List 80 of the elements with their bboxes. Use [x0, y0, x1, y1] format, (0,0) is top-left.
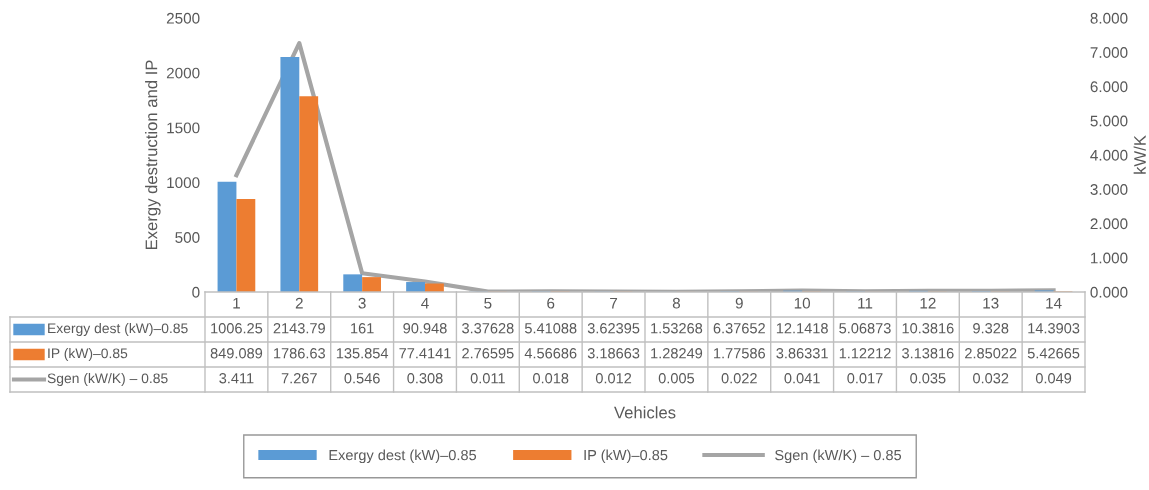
text: IP (kW)–0.85 — [584, 449, 668, 464]
data-label: 5.06873 — [839, 323, 891, 334]
data-label: 0.546 — [344, 373, 380, 384]
x-tick-label: 6 — [547, 297, 555, 309]
data-label: 0.308 — [407, 373, 443, 384]
y2-tick-label: 0.000 — [1090, 286, 1128, 298]
x-tick-label: 4 — [421, 297, 429, 309]
data-label: 5.42665 — [1027, 348, 1080, 359]
data-label: 3.37628 — [462, 323, 514, 334]
data-label: 0.035 — [910, 373, 946, 384]
y-tick-label: 1000 — [167, 177, 200, 189]
data-label: 3.411 — [219, 373, 254, 384]
x-tick-label: 5 — [484, 297, 492, 309]
data-label: 1.28249 — [651, 348, 703, 359]
x-tick-label: 9 — [735, 297, 743, 309]
y2-axis-title: kW/K — [1133, 135, 1146, 174]
x-tick-label: 12 — [920, 297, 936, 309]
y2-tick-label: 1.000 — [1091, 252, 1128, 264]
data-label: 1.12212 — [839, 348, 891, 359]
y-tick-label: 1500 — [167, 122, 200, 134]
data-label: 14.3903 — [1028, 323, 1080, 334]
data-label: 5.41088 — [524, 323, 577, 334]
y2-tick-label: 4.000 — [1090, 149, 1128, 161]
y2-tick-label: 2.000 — [1090, 218, 1128, 230]
y-tick-label: 0 — [192, 286, 200, 298]
y2-tick-label: 5.000 — [1090, 115, 1128, 127]
data-label: 0.011 — [470, 373, 505, 384]
data-label: 1.53268 — [651, 323, 703, 334]
data-label: 1786.63 — [274, 348, 325, 359]
data-label: 0.017 — [847, 373, 883, 384]
data-label: 3.18663 — [587, 348, 640, 359]
y2-tick-label: 6.000 — [1090, 81, 1128, 93]
x-tick-label: 2 — [295, 297, 303, 309]
y2-tick-label: 3.000 — [1090, 184, 1128, 195]
legend-label: Exergy dest (kW)–0.85 — [48, 323, 188, 336]
data-label: 2143.79 — [273, 323, 325, 334]
legend-label: Sgen (kW/K) – 0.85 — [47, 373, 168, 386]
data-label: 4.56686 — [524, 348, 577, 359]
y-tick-label: 500 — [175, 232, 200, 243]
y-axis-title: Exergy destruction and IP — [145, 60, 161, 250]
x-tick-label: 10 — [794, 297, 811, 309]
data-label: 1.77586 — [714, 348, 765, 359]
data-label: 0.022 — [721, 373, 757, 384]
data-label: 90.948 — [403, 323, 447, 334]
text: Vehicles — [614, 406, 676, 419]
data-label: 0.018 — [533, 373, 569, 384]
data-label: 3.13816 — [902, 348, 954, 359]
data-label: 1006.25 — [211, 323, 263, 334]
y2-tick-label: 8.000 — [1090, 12, 1128, 24]
x-tick-label: 1 — [233, 297, 240, 309]
data-label: 7.267 — [281, 373, 317, 384]
x-tick-label: 13 — [983, 297, 999, 309]
data-label: 6.37652 — [713, 323, 765, 334]
data-label: 9.328 — [973, 323, 1009, 334]
x-tick-label: 14 — [1046, 297, 1062, 309]
data-label: 135.854 — [336, 348, 389, 359]
data-label: 0.012 — [595, 373, 632, 384]
x-tick-label: 3 — [358, 297, 366, 309]
data-label: 2.85022 — [965, 348, 1017, 359]
data-label: 0.049 — [1035, 373, 1072, 384]
y-tick-label: 2000 — [166, 67, 200, 79]
text: Exergy dest (kW)–0.85 — [329, 449, 477, 464]
y2-tick-label: 7.000 — [1090, 47, 1128, 58]
data-label: 3.86331 — [776, 348, 828, 359]
data-label: 3.62395 — [587, 323, 640, 334]
legend-label: IP (kW)–0.85 — [48, 348, 128, 361]
data-label: 10.3816 — [902, 323, 954, 334]
x-tick-label: 11 — [858, 297, 873, 309]
data-label: 161 — [351, 323, 374, 334]
data-label: 12.1418 — [776, 323, 828, 334]
data-label: 0.005 — [658, 373, 695, 384]
x-tick-label: 7 — [610, 297, 618, 309]
x-tick-label: 8 — [672, 297, 681, 309]
data-label: 0.041 — [784, 373, 820, 384]
text: Sgen (kW/K) – 0.85 — [775, 449, 902, 464]
data-label: 2.76595 — [462, 348, 514, 359]
data-label: 77.4141 — [399, 348, 451, 359]
data-label: 849.089 — [210, 348, 263, 359]
data-label: 0.032 — [973, 373, 1009, 384]
y-tick-label: 2500 — [166, 12, 200, 24]
